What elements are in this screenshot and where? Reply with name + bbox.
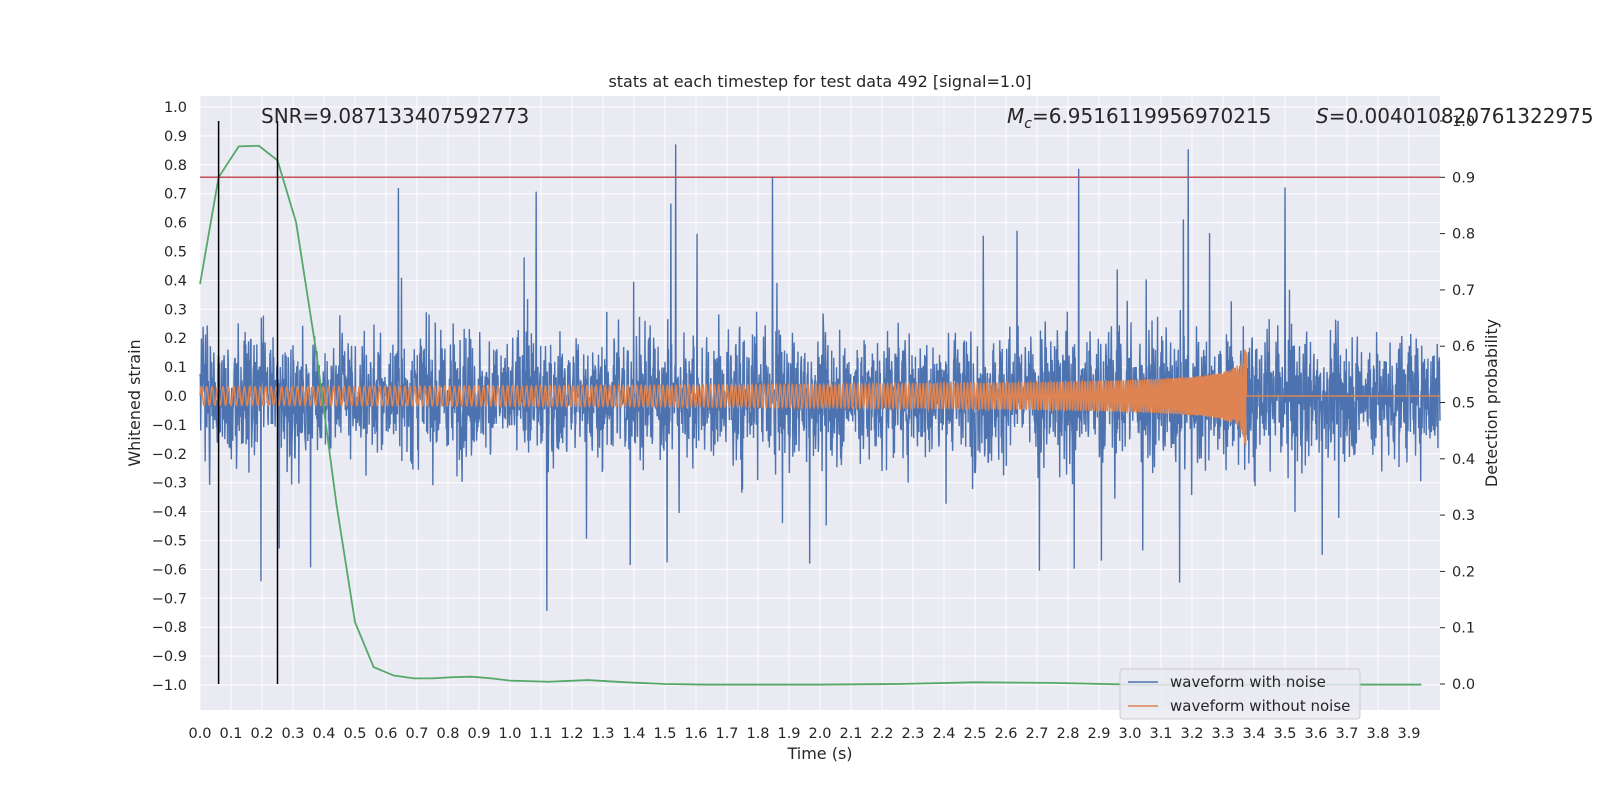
y-left-tick-label: 1.0 (164, 100, 187, 116)
x-tick-label: 3.3 (1211, 726, 1234, 742)
y-left-tick-label: −0.1 (152, 418, 187, 434)
y-left-axis-label: Whitened strain (125, 339, 144, 466)
y-left-tick-label: 0.6 (164, 216, 187, 232)
x-tick-label: 0.8 (436, 726, 459, 742)
y-right-tick-label: 0.3 (1452, 508, 1475, 524)
legend-label-clean: waveform without noise (1170, 697, 1350, 715)
x-tick-label: 1.5 (653, 726, 676, 742)
y-right-tick-label: 1.0 (1452, 114, 1475, 130)
legend-box (1119, 668, 1361, 720)
x-tick-label: 1.0 (498, 726, 521, 742)
y-left-tick-label: 0.4 (164, 273, 187, 289)
x-tick-label: 0.6 (374, 726, 397, 742)
x-tick-label: 2.5 (963, 726, 986, 742)
x-tick-label: 1.1 (529, 726, 552, 742)
y-left-tick-label: −0.4 (152, 505, 187, 521)
s-value: =0.004010820761322975 (1329, 104, 1594, 128)
x-tick-labels: 0.0 0.1 0.2 0.3 0.4 0.5 0.6 0.7 0.8 0.9 1.0 1.1 1.2 1… (188, 726, 1420, 742)
x-tick-label: 0.2 (250, 726, 273, 742)
y-right-axis-label: Detection probability (1482, 319, 1501, 487)
y-left-tick-label: 0.7 (164, 187, 187, 203)
legend-label-noise: waveform with noise (1170, 673, 1326, 691)
x-tick-label: 0.9 (467, 726, 490, 742)
x-tick-label: 3.8 (1366, 726, 1389, 742)
y-left-tick-label: −0.3 (152, 476, 187, 492)
x-tick-label: 3.2 (1180, 726, 1203, 742)
x-tick-label: 0.3 (281, 726, 304, 742)
x-tick-label: 2.8 (1056, 726, 1079, 742)
y-right-tick-labels: 1.0 0.9 0.8 0.7 0.6 0.5 0.4 0.3 0.2 0.1 0.0 (1440, 114, 1475, 693)
mc-symbol: M (1007, 104, 1024, 128)
x-tick-label: 0.0 (188, 726, 211, 742)
y-left-tick-label: 0.2 (164, 331, 187, 347)
s-symbol: S (1316, 104, 1329, 128)
x-tick-label: 1.7 (715, 726, 738, 742)
y-left-tick-label: −1.0 (152, 678, 187, 694)
x-tick-label: 2.9 (1087, 726, 1110, 742)
y-left-tick-label: −0.2 (152, 447, 187, 463)
x-tick-label: 1.8 (746, 726, 769, 742)
x-tick-label: 0.5 (343, 726, 366, 742)
snr-annotation: SNR=9.087133407592773 (261, 104, 529, 128)
mc-value: =6.9516119956970215 (1032, 104, 1271, 128)
x-tick-label: 3.7 (1335, 726, 1358, 742)
y-left-tick-label: −0.9 (152, 649, 187, 665)
x-tick-label: 1.6 (684, 726, 707, 742)
chart-title: stats at each timestep for test data 492… (608, 72, 1031, 91)
y-right-tick-label: 0.8 (1452, 227, 1475, 243)
x-tick-label: 1.9 (777, 726, 800, 742)
series-line-detection-probability (199, 144, 1422, 687)
x-tick-label: 3.4 (1242, 726, 1265, 742)
y-right-tick-label: 0.1 (1452, 621, 1475, 637)
s-annotation: S=0.004010820761322975 (1316, 104, 1594, 128)
y-left-tick-label: −0.5 (152, 534, 187, 550)
x-tick-label: 3.5 (1273, 726, 1296, 742)
y-right-tick-label: 0.5 (1452, 396, 1475, 412)
y-right-tick-label: 0.6 (1452, 339, 1475, 355)
y-left-tick-label: 0.8 (164, 158, 187, 174)
x-tick-label: 1.3 (591, 726, 614, 742)
x-tick-label: 2.1 (839, 726, 862, 742)
x-tick-label: 3.0 (1118, 726, 1141, 742)
y-left-tick-label: 0.1 (164, 360, 187, 376)
series-line-waveform-without-noise (199, 349, 1440, 446)
x-tick-label: 2.3 (901, 726, 924, 742)
series-layer (199, 144, 1441, 687)
x-tick-label: 3.9 (1397, 726, 1420, 742)
x-tick-label: 2.7 (1025, 726, 1048, 742)
y-left-tick-label: 0.5 (164, 245, 187, 261)
y-right-tick-label: 0.0 (1452, 677, 1475, 693)
y-left-tick-label: −0.8 (152, 620, 187, 636)
x-tick-label: 0.7 (405, 726, 428, 742)
vertical-markers (217, 121, 279, 684)
x-tick-label: 0.1 (219, 726, 242, 742)
y-left-tick-label: 0.3 (164, 302, 187, 318)
y-left-tick-label: −0.7 (152, 591, 187, 607)
y-right-tick-label: 0.9 (1452, 170, 1475, 186)
y-right-tick-label: 0.4 (1452, 452, 1475, 468)
mc-annotation: Mc=6.9516119956970215 (1007, 104, 1271, 132)
x-tick-label: 3.6 (1304, 726, 1327, 742)
x-tick-label: 2.4 (932, 726, 955, 742)
x-tick-label: 0.4 (312, 726, 335, 742)
y-left-tick-labels: 1.0 0.9 0.8 0.7 0.6 0.5 0.4 0.3 0.2 0.1 0.0 −0.1 −0.… (152, 100, 187, 694)
x-axis-label: Time (s) (786, 744, 852, 763)
y-left-tick-label: 0.9 (164, 129, 187, 145)
x-tick-label: 2.2 (870, 726, 893, 742)
x-tick-label: 2.6 (994, 726, 1017, 742)
y-left-tick-label: −0.6 (152, 562, 187, 578)
y-right-tick-label: 0.7 (1452, 283, 1475, 299)
y-left-tick-label: 0.0 (164, 389, 187, 405)
x-tick-label: 3.1 (1149, 726, 1172, 742)
mc-subscript: c (1024, 116, 1032, 132)
x-tick-label: 1.2 (560, 726, 583, 742)
legend: waveform with noise waveform without noi… (1119, 668, 1361, 720)
x-tick-label: 1.4 (622, 726, 645, 742)
y-right-tick-label: 0.2 (1452, 564, 1475, 580)
x-tick-label: 2.0 (808, 726, 831, 742)
